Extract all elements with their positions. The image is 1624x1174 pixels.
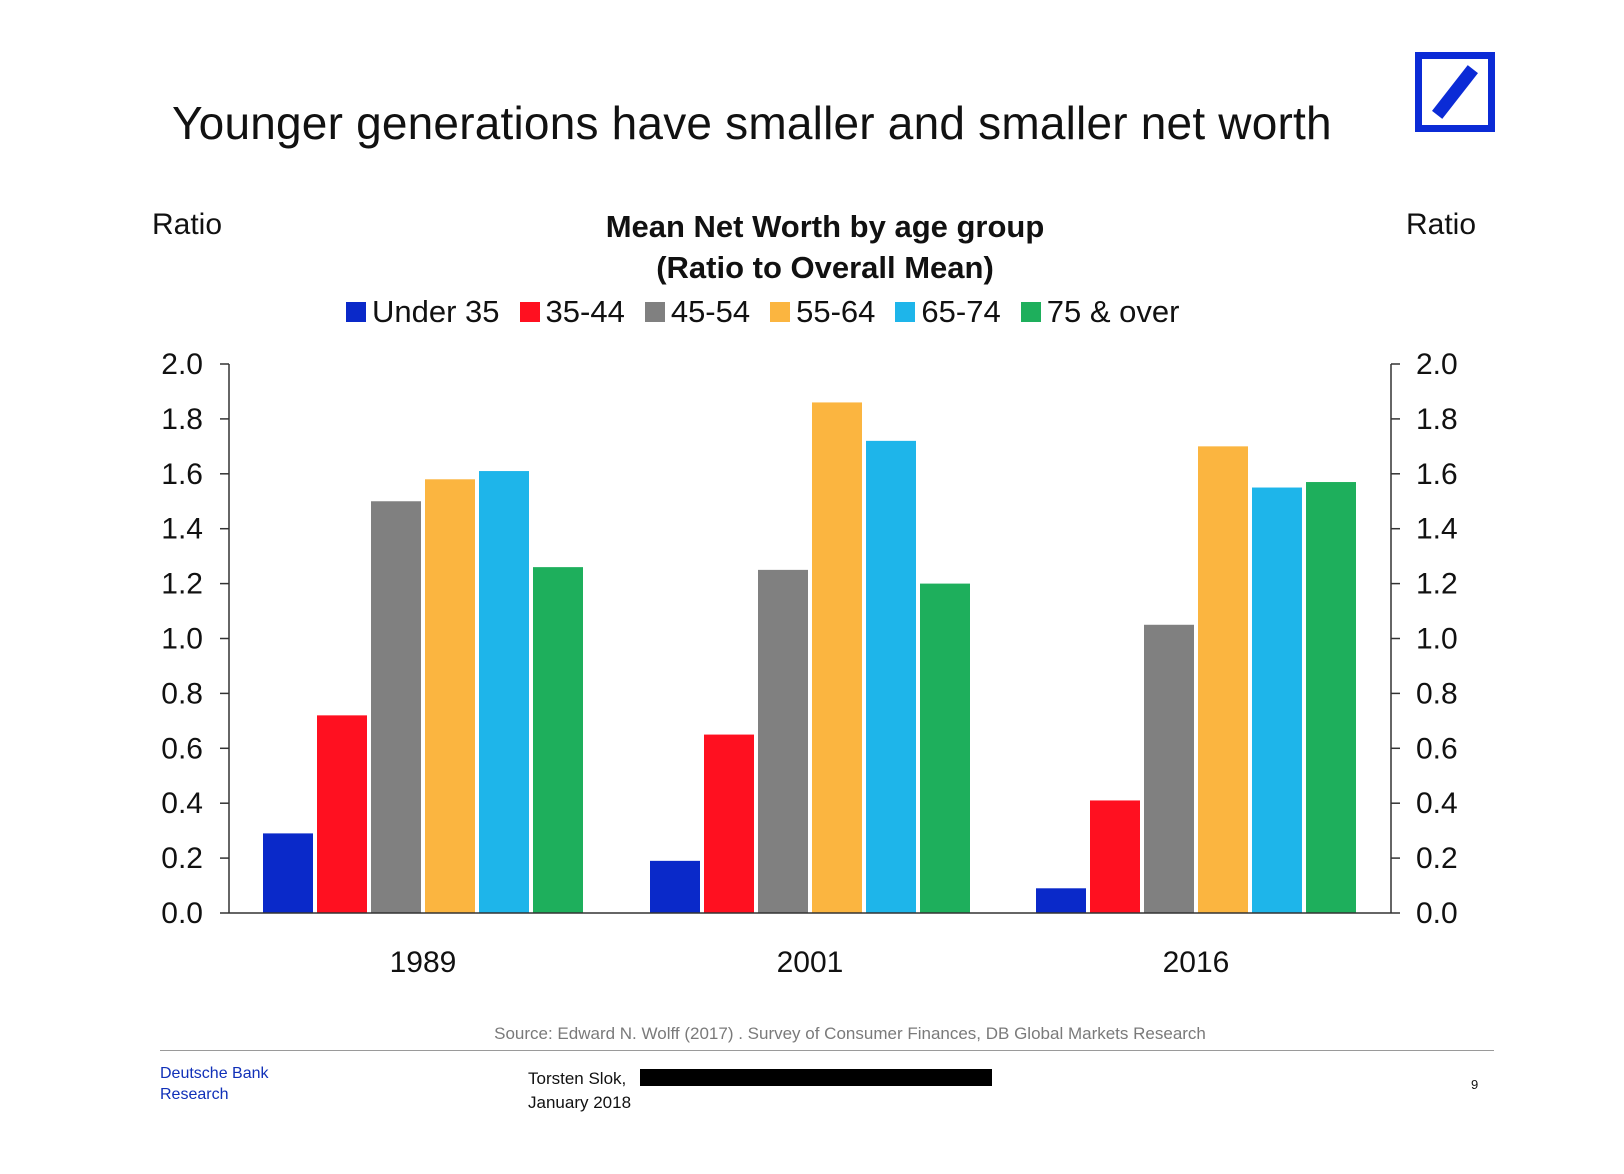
bar-75-over-2016 — [1306, 482, 1356, 913]
legend-label: 65-74 — [921, 294, 1001, 329]
slide-title: Younger generations have smaller and sma… — [172, 97, 1332, 149]
chart-title-line1: Mean Net Worth by age group — [605, 209, 1045, 244]
left-axis-caption: Ratio — [152, 208, 223, 241]
right-y-tick-label: 0.2 — [1416, 842, 1458, 875]
right-y-tick-label: 2.0 — [1416, 348, 1458, 381]
bar-55-64-2016 — [1198, 446, 1248, 913]
legend-item: 55-64 — [770, 294, 875, 330]
chart-title-line2: (Ratio to Overall Mean) — [656, 250, 994, 285]
legend-swatch — [346, 302, 366, 322]
right-y-tick-label: 1.8 — [1416, 403, 1458, 436]
author-name: Torsten Slok, — [528, 1069, 627, 1088]
legend-item: 45-54 — [644, 294, 751, 330]
bar-55-64-1989 — [425, 479, 475, 913]
footer-divider — [160, 1050, 1494, 1051]
legend-swatch — [1020, 302, 1041, 322]
x-category-label: 2016 — [1163, 946, 1230, 979]
chart-legend: Under 35 35-44 45-54 55-64 65-74 75 & over — [346, 292, 1199, 332]
x-category-label: 1989 — [390, 946, 457, 979]
left-y-tick-label: 1.2 — [161, 568, 203, 601]
left-y-tick-label: 0.6 — [161, 732, 203, 765]
right-y-tick-label: 1.6 — [1416, 458, 1458, 491]
legend-item: 35-44 — [519, 294, 625, 330]
legend-label: 75 & over — [1046, 294, 1180, 329]
right-y-tick-label: 0.4 — [1416, 787, 1458, 820]
left-y-tick-label: 1.4 — [161, 513, 203, 546]
left-y-tick-label: 0.0 — [161, 897, 203, 930]
bar-35-44-1989 — [317, 715, 367, 913]
right-y-tick-label: 0.0 — [1416, 897, 1458, 930]
right-y-tick-label: 1.4 — [1416, 513, 1458, 546]
deutsche-bank-logo-icon — [1415, 52, 1495, 132]
left-y-tick-label: 0.4 — [161, 787, 203, 820]
author-block: Torsten Slok, January 2018 — [528, 1067, 631, 1115]
legend-label: 45-54 — [670, 294, 751, 329]
bar-under-35-1989 — [263, 833, 313, 913]
left-y-tick-label: 1.6 — [161, 458, 203, 491]
legend-swatch — [895, 302, 916, 322]
chart-title: Mean Net Worth by age group (Ratio to Ov… — [500, 206, 1150, 288]
left-y-tick-label: 1.0 — [161, 623, 203, 656]
bar-75-over-2001 — [920, 583, 970, 913]
page-number: 9 — [1471, 1077, 1479, 1092]
legend-swatch — [770, 302, 791, 322]
source-note: Source: Edward N. Wolff (2017) . Survey … — [494, 1024, 1206, 1043]
left-y-tick-label: 1.8 — [161, 403, 203, 436]
bar-35-44-2016 — [1090, 800, 1140, 913]
bar-under-35-2001 — [650, 860, 700, 913]
right-y-tick-label: 0.6 — [1416, 732, 1458, 765]
bar-under-35-2016 — [1036, 888, 1086, 913]
bar-65-74-2001 — [866, 440, 916, 913]
right-axis-caption: Ratio — [1406, 208, 1477, 241]
bar-45-54-2001 — [758, 569, 808, 913]
brand-department: Research — [160, 1086, 229, 1103]
redaction-bar — [640, 1069, 992, 1086]
legend-item: 65-74 — [895, 294, 1001, 330]
right-y-tick-label: 1.0 — [1416, 623, 1458, 656]
bar-65-74-1989 — [479, 471, 529, 913]
left-y-tick-label: 0.8 — [161, 677, 203, 710]
brand-block: Deutsche Bank Research — [160, 1063, 269, 1105]
left-y-tick-label: 2.0 — [161, 348, 203, 381]
legend-item: 75 & over — [1020, 294, 1180, 330]
bar-35-44-2001 — [704, 734, 754, 913]
legend-swatch — [644, 302, 665, 322]
legend-item: Under 35 — [346, 294, 500, 330]
bar-45-54-2016 — [1144, 624, 1194, 913]
brand-name: Deutsche Bank — [160, 1065, 269, 1082]
right-y-tick-label: 1.2 — [1416, 568, 1458, 601]
legend-label: Under 35 — [372, 294, 500, 329]
publication-date: January 2018 — [528, 1093, 632, 1112]
right-y-tick-label: 0.8 — [1416, 677, 1458, 710]
x-category-label: 2001 — [777, 946, 844, 979]
bar-65-74-2016 — [1252, 487, 1302, 913]
bar-55-64-2001 — [812, 402, 862, 913]
bar-45-54-1989 — [371, 501, 421, 913]
legend-swatch — [519, 302, 540, 322]
left-y-tick-label: 0.2 — [161, 842, 203, 875]
legend-label: 35-44 — [545, 294, 625, 329]
legend-label: 55-64 — [796, 294, 876, 329]
bar-75-over-1989 — [533, 567, 583, 913]
